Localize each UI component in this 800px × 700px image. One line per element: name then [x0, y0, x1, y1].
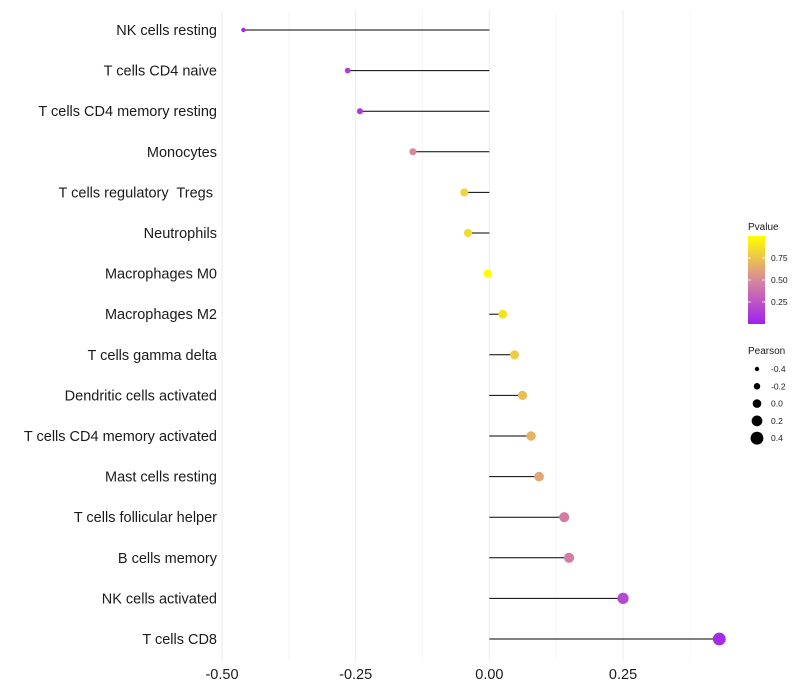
data-point [344, 67, 351, 74]
category-label: T cells follicular helper [74, 510, 217, 526]
x-axis-ticks: -0.50 -0.25 0.00 0.25 [205, 667, 637, 683]
category-label: NK cells resting [116, 23, 217, 39]
data-point [526, 431, 536, 441]
size-key-point [751, 415, 763, 427]
data-point [409, 148, 417, 156]
stems [243, 29, 720, 640]
data-point [241, 27, 246, 33]
points [241, 27, 726, 646]
category-label: Mast cells resting [105, 470, 217, 486]
data-point [517, 390, 528, 401]
category-label: Dendritic cells activated [65, 388, 217, 404]
pvalue-colorbar [748, 236, 765, 324]
category-label: B cells memory [118, 551, 218, 567]
data-point [498, 309, 508, 319]
data-point [559, 512, 570, 523]
x-tick-label: 0.25 [609, 667, 637, 683]
data-point [460, 188, 469, 197]
colorbar-tick-label: 0.75 [771, 253, 788, 263]
category-label: Neutrophils [144, 226, 217, 242]
size-key-label: 0.2 [771, 416, 783, 426]
size-key-point [750, 431, 764, 445]
colorbar-tick-label: 0.50 [771, 275, 788, 285]
category-label: NK cells activated [102, 591, 217, 607]
data-point [712, 632, 726, 646]
size-key-label: 0.0 [771, 399, 783, 409]
data-point [509, 350, 520, 360]
category-label: T cells CD4 memory resting [38, 104, 217, 120]
size-key-point [753, 383, 761, 390]
size-key-point [754, 366, 760, 372]
y-axis-labels: NK cells resting T cells CD4 naive T cells… [24, 23, 218, 648]
x-tick-label: 0.00 [475, 667, 503, 683]
category-label: T cells gamma delta [88, 348, 218, 364]
category-label: T cells CD4 memory activated [24, 429, 217, 445]
pvalue-legend: Pvalue 0.25 0.50 0.75 [748, 222, 788, 324]
data-point [463, 228, 473, 238]
category-label: Macrophages M2 [105, 307, 217, 323]
grid-lines [221, 10, 691, 661]
x-tick-label: -0.25 [339, 667, 372, 683]
pearson-legend: Pearson -0.4 -0.2 0.0 0.2 0.4 [748, 346, 786, 445]
data-point [563, 552, 575, 563]
data-point [617, 592, 629, 605]
category-label: T cells CD4 naive [104, 64, 217, 80]
size-key-label: -0.2 [771, 381, 786, 391]
size-key-point [752, 399, 762, 408]
x-tick-label: -0.50 [205, 667, 238, 683]
colorbar-tick-label: 0.25 [771, 297, 788, 307]
category-label: T cells CD8 [142, 632, 217, 648]
category-label: T cells regulatory Tregs [59, 185, 218, 201]
data-point [534, 471, 544, 482]
size-key-label: -0.4 [771, 364, 786, 374]
size-key-label: 0.4 [771, 433, 783, 443]
data-point [483, 269, 493, 278]
category-label: Macrophages M0 [105, 267, 217, 283]
pearson-legend-title: Pearson [748, 346, 785, 357]
category-label: Monocytes [147, 145, 217, 161]
pvalue-legend-title: Pvalue [748, 222, 779, 233]
data-point [356, 108, 363, 115]
